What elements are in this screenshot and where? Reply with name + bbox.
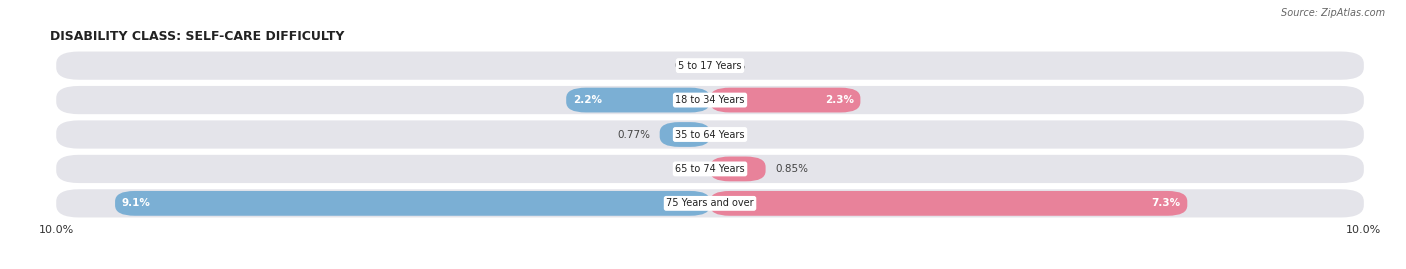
FancyBboxPatch shape bbox=[710, 157, 766, 181]
Text: 75 Years and over: 75 Years and over bbox=[666, 198, 754, 208]
Text: 0.0%: 0.0% bbox=[673, 61, 700, 71]
FancyBboxPatch shape bbox=[56, 86, 1364, 114]
FancyBboxPatch shape bbox=[56, 189, 1364, 217]
Text: 0.77%: 0.77% bbox=[617, 129, 650, 140]
Text: 2.2%: 2.2% bbox=[572, 95, 602, 105]
Text: 7.3%: 7.3% bbox=[1152, 198, 1181, 208]
Text: 65 to 74 Years: 65 to 74 Years bbox=[675, 164, 745, 174]
Text: 0.0%: 0.0% bbox=[720, 61, 747, 71]
FancyBboxPatch shape bbox=[115, 191, 710, 216]
Text: 9.1%: 9.1% bbox=[121, 198, 150, 208]
Text: 2.3%: 2.3% bbox=[825, 95, 853, 105]
FancyBboxPatch shape bbox=[56, 155, 1364, 183]
FancyBboxPatch shape bbox=[710, 88, 860, 112]
Text: 0.0%: 0.0% bbox=[720, 129, 747, 140]
Text: Source: ZipAtlas.com: Source: ZipAtlas.com bbox=[1281, 8, 1385, 18]
FancyBboxPatch shape bbox=[56, 52, 1364, 80]
Text: 0.0%: 0.0% bbox=[673, 164, 700, 174]
Text: 0.85%: 0.85% bbox=[776, 164, 808, 174]
Text: 5 to 17 Years: 5 to 17 Years bbox=[678, 61, 742, 71]
Text: 18 to 34 Years: 18 to 34 Years bbox=[675, 95, 745, 105]
FancyBboxPatch shape bbox=[567, 88, 710, 112]
FancyBboxPatch shape bbox=[56, 121, 1364, 148]
Text: DISABILITY CLASS: SELF-CARE DIFFICULTY: DISABILITY CLASS: SELF-CARE DIFFICULTY bbox=[49, 30, 344, 43]
Text: 35 to 64 Years: 35 to 64 Years bbox=[675, 129, 745, 140]
FancyBboxPatch shape bbox=[710, 191, 1187, 216]
FancyBboxPatch shape bbox=[659, 122, 710, 147]
